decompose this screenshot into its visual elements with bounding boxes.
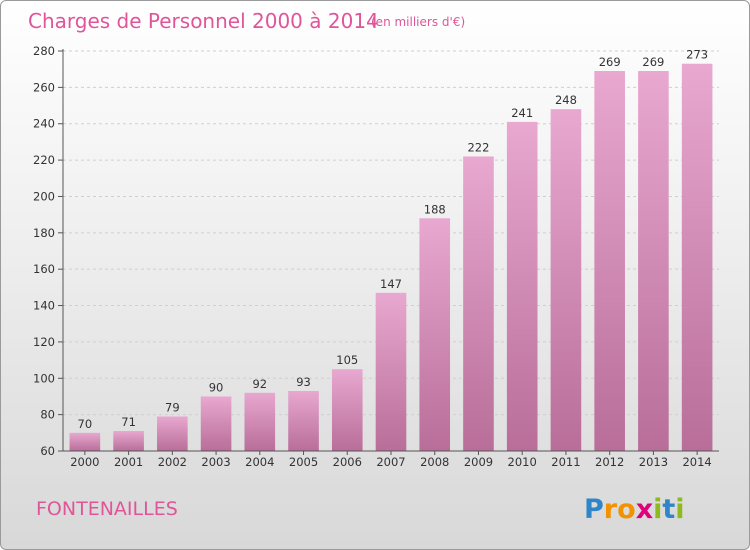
proxiti-logo-text: Proxiti	[584, 494, 685, 525]
bars: 70 71 79 90 92 93 105 147 188 222 241 248 269 269 273	[69, 48, 713, 452]
bar-2008	[419, 218, 451, 451]
data-label-2000: 70	[78, 417, 93, 431]
logo-letter: r	[604, 494, 618, 525]
x-tick-label-2014: 2014	[682, 455, 711, 469]
y-tick-label: 120	[33, 335, 55, 349]
x-tick-label-2000: 2000	[70, 455, 99, 469]
data-label-2003: 90	[209, 380, 224, 394]
bar-2011	[550, 109, 582, 451]
y-tick-label: 60	[40, 444, 55, 458]
chart-subtitle: (en milliers d'€)	[371, 15, 465, 29]
data-label-2012: 269	[599, 55, 621, 69]
bar-2014	[681, 63, 713, 452]
bar-2006	[331, 369, 363, 451]
x-tick-label-2005: 2005	[289, 455, 318, 469]
logo-letter: x	[636, 494, 653, 525]
data-label-2008: 188	[424, 202, 446, 216]
bar-2003	[200, 396, 232, 451]
logo-letter: t	[662, 494, 675, 525]
data-label-2010: 241	[511, 106, 533, 120]
logo-letter: i	[653, 494, 662, 525]
x-tick-label-2010: 2010	[508, 455, 537, 469]
bar-2013	[638, 71, 669, 451]
y-tick-label: 100	[33, 371, 55, 385]
x-tick-label-2013: 2013	[639, 455, 668, 469]
x-tick-label-2007: 2007	[376, 455, 405, 469]
chart-title: Charges de Personnel 2000 à 2014	[28, 9, 379, 33]
data-label-2011: 248	[555, 93, 577, 107]
data-label-2014: 273	[686, 48, 708, 62]
y-tick-label: 180	[33, 226, 55, 240]
axes: 60 80 100 120 140 160 180 200 220 240 260 280 2000 20…	[33, 44, 719, 469]
data-label-2009: 222	[467, 140, 489, 154]
bar-2005	[288, 391, 319, 451]
y-tick-label: 80	[40, 408, 55, 422]
y-tick-label: 200	[33, 189, 55, 203]
bar-2001	[113, 431, 144, 451]
y-tick-label: 160	[33, 262, 55, 276]
y-tick-label: 280	[33, 44, 55, 58]
x-tick-label-2004: 2004	[245, 455, 274, 469]
data-label-2013: 269	[642, 55, 664, 69]
bar-2009	[463, 156, 494, 452]
data-label-2006: 105	[336, 353, 358, 367]
data-label-2007: 147	[380, 277, 402, 291]
logo-letter: P	[584, 494, 604, 525]
x-tick-label-2001: 2001	[114, 455, 143, 469]
bar-2012	[594, 71, 625, 451]
y-tick-label: 140	[33, 299, 55, 313]
data-label-2004: 92	[252, 377, 267, 391]
x-tick-label-2003: 2003	[201, 455, 230, 469]
proxiti-logo: Proxiti	[584, 494, 685, 525]
logo-letter: i	[675, 494, 684, 525]
logo-letter: o	[617, 494, 636, 525]
data-label-2005: 93	[296, 375, 311, 389]
x-tick-label-2006: 2006	[333, 455, 362, 469]
bar-2007	[375, 292, 407, 451]
x-tick-label-2002: 2002	[158, 455, 187, 469]
bar-2010	[506, 121, 538, 451]
y-tick-label: 260	[33, 80, 55, 94]
x-tick-label-2008: 2008	[420, 455, 449, 469]
data-label-2001: 71	[121, 415, 136, 429]
x-tick-label-2012: 2012	[595, 455, 624, 469]
bar-2004	[244, 392, 276, 451]
y-tick-label: 240	[33, 117, 55, 131]
x-tick-label-2011: 2011	[551, 455, 580, 469]
bar-2002	[157, 416, 188, 451]
place-name: FONTENAILLES	[36, 498, 178, 520]
x-tick-label-2009: 2009	[464, 455, 493, 469]
bar-2000	[69, 432, 101, 451]
y-tick-label: 220	[33, 153, 55, 167]
data-label-2002: 79	[165, 400, 180, 414]
